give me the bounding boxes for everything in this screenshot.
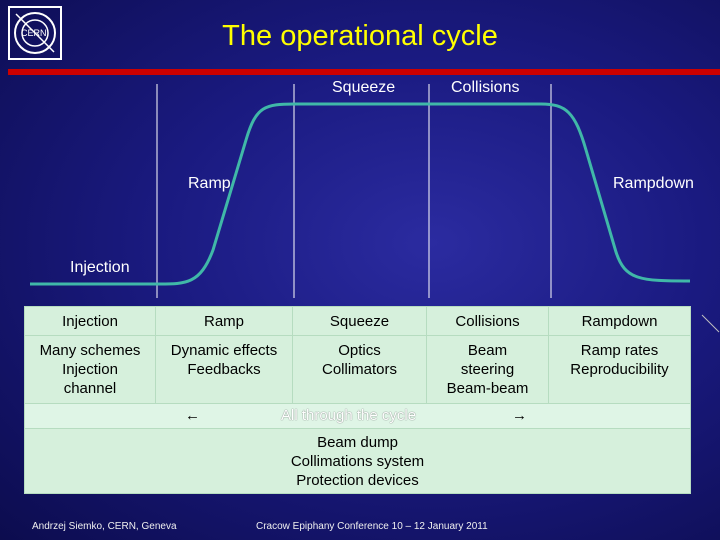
cycle-curve [30, 102, 691, 286]
cern-logo-icon: CERN [8, 6, 62, 60]
header-rampdown: Rampdown [548, 306, 691, 336]
cell-line: Optics [338, 342, 381, 359]
cell-line: Collimators [321, 361, 397, 378]
label-collisions: Collisions [451, 79, 520, 96]
footer-conference: Cracow Epiphany Conference 10 – 12 Janua… [256, 521, 488, 532]
arrow-right-icon: → [512, 407, 527, 424]
cell-footer: Beam dump Collimations system Protection… [24, 428, 691, 494]
cell-line: Collimations system [290, 452, 425, 470]
cell-rampdown: Ramp rates Reproducibility [548, 335, 691, 404]
footer-author: Andrzej Siemko, CERN, Geneva [32, 521, 177, 532]
cell-line: Injection [62, 361, 118, 378]
cell-line: Beam-beam [446, 380, 529, 397]
label-squeeze: Squeeze [332, 79, 396, 96]
cell-injection: Many schemes Injection channel [24, 335, 156, 404]
cell-squeeze: Optics Collimators [292, 335, 427, 404]
through-cycle-row: ← All through the cycle → [24, 403, 691, 429]
cell-line: Beam [467, 342, 508, 359]
table-footer-row: Beam dump Collimations system Protection… [24, 428, 691, 494]
arrow-left-icon: ← [185, 407, 200, 424]
cell-line: steering [460, 361, 515, 378]
cell-line: Reproducibility [570, 361, 669, 378]
table-header-row: Injection Ramp Squeeze Collisions Rampdo… [24, 306, 691, 336]
header-ramp: Ramp [155, 306, 293, 336]
header-collisions: Collisions [426, 306, 549, 336]
table-row: Many schemes Injection channel Dynamic e… [24, 335, 691, 404]
cell-line: channel [63, 380, 117, 397]
cell-line: Protection devices [296, 471, 419, 489]
through-cycle-label: All through the cycle [281, 407, 417, 424]
cell-line: Feedbacks [187, 361, 261, 378]
page-title: The operational cycle [222, 20, 498, 52]
header-injection: Injection [24, 306, 156, 336]
logo-text: CERN [21, 28, 47, 38]
phase-table: Injection Ramp Squeeze Collisions Rampdo… [24, 306, 691, 494]
header-squeeze: Squeeze [292, 306, 427, 336]
cern-logo: CERN [8, 6, 62, 60]
title-divider [8, 69, 720, 75]
cell-collisions: Beam steering Beam-beam [426, 335, 549, 404]
cell-line: Dynamic effects [170, 342, 278, 359]
label-injection: Injection [70, 259, 130, 276]
label-rampdown: Rampdown [613, 175, 694, 192]
corner-line [701, 314, 720, 333]
cell-line: Many schemes [39, 342, 141, 359]
cell-line: Beam dump [317, 433, 398, 451]
cell-line: Ramp rates [580, 342, 659, 359]
label-ramp: Ramp [188, 175, 231, 192]
cycle-diagram [30, 102, 691, 286]
cell-ramp: Dynamic effects Feedbacks [155, 335, 293, 404]
